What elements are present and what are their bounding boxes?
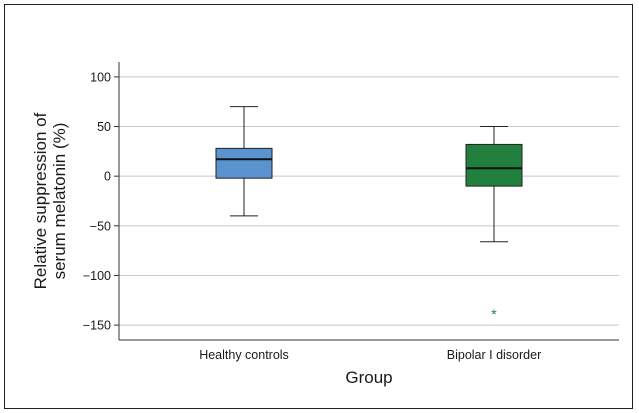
box-1: * (465, 126, 523, 322)
chart-frame (4, 4, 633, 409)
y-tick-labels: 100 50 0 −50 −100 −150 (83, 70, 111, 332)
y-tick-label-0: 100 (90, 70, 111, 84)
box-iqr-1 (465, 143, 523, 187)
outlier-1-0: * (491, 306, 497, 322)
y-tick-label-1: 50 (97, 120, 111, 134)
y-tick-label-5: −150 (83, 319, 111, 333)
y-tick-label-4: −100 (83, 269, 111, 283)
axes (114, 62, 619, 341)
x-category-label-0: Healthy controls (199, 348, 289, 362)
y-tick-label-3: −50 (90, 219, 111, 233)
boxes: * (215, 106, 523, 322)
grid-lines (119, 76, 619, 326)
x-axis-title: Group (345, 368, 392, 387)
y-tick-label-2: 0 (104, 170, 111, 184)
x-category-labels: Healthy controls Bipolar I disorder (199, 348, 541, 362)
y-axis-title-line-1: Relative suppression of (31, 112, 50, 289)
box-0 (215, 106, 273, 217)
y-axis-title-line-2: serum melatonin (%) (50, 123, 69, 280)
box-iqr-0 (215, 147, 273, 179)
x-category-label-1: Bipolar I disorder (447, 348, 542, 362)
